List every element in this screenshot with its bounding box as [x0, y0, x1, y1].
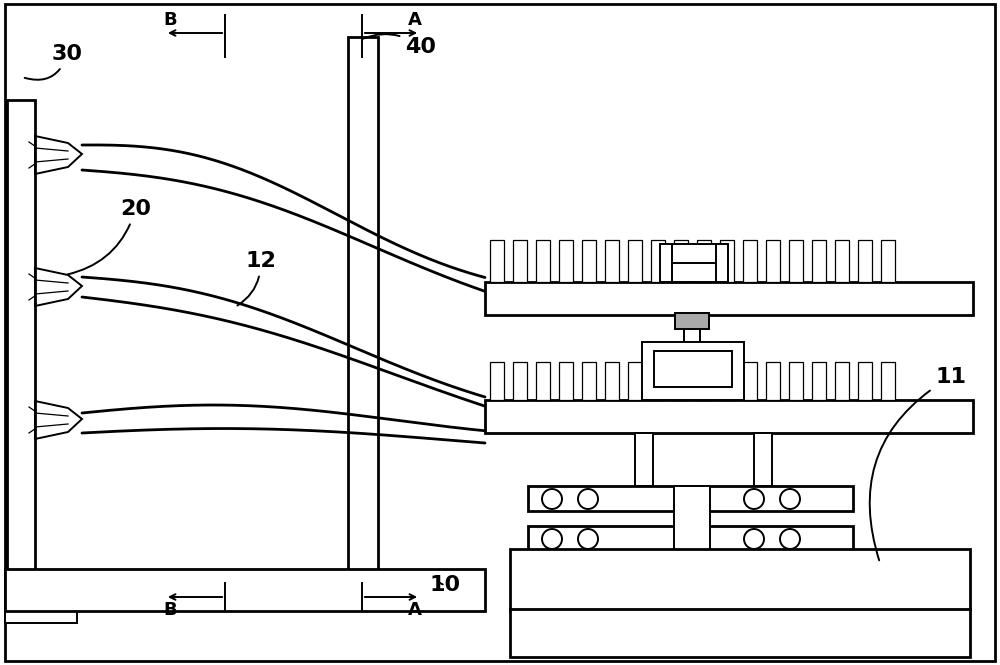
Bar	[605, 240, 619, 282]
Bar	[582, 362, 596, 400]
Circle shape	[780, 529, 800, 549]
Bar	[348, 37, 378, 572]
Bar	[635, 551, 653, 569]
Bar	[536, 362, 550, 400]
Bar	[528, 486, 853, 511]
Bar	[510, 549, 970, 611]
Bar	[812, 362, 826, 400]
Text: 10: 10	[430, 575, 461, 595]
Text: 11: 11	[870, 367, 966, 561]
Bar	[789, 240, 803, 282]
Text: 12: 12	[237, 251, 276, 305]
Bar	[766, 362, 780, 400]
Bar	[536, 240, 550, 282]
Bar	[490, 240, 504, 282]
Bar	[858, 362, 872, 400]
Bar	[651, 240, 665, 282]
Bar	[651, 362, 665, 400]
Bar	[485, 400, 973, 433]
Bar	[754, 433, 772, 486]
Bar	[684, 328, 700, 400]
Text: 20: 20	[68, 199, 151, 275]
Bar	[344, 589, 381, 611]
Circle shape	[780, 489, 800, 509]
Text: B: B	[163, 601, 177, 619]
Bar	[510, 609, 970, 657]
Circle shape	[542, 529, 562, 549]
Bar	[7, 100, 35, 572]
Bar	[835, 240, 849, 282]
Bar	[642, 342, 744, 400]
Bar	[754, 551, 772, 569]
Text: A: A	[408, 11, 422, 29]
Bar	[720, 362, 734, 400]
Text: A: A	[408, 601, 422, 619]
Bar	[881, 362, 895, 400]
Circle shape	[578, 489, 598, 509]
Bar	[743, 240, 757, 282]
Bar	[766, 240, 780, 282]
Circle shape	[578, 529, 598, 549]
Circle shape	[744, 489, 764, 509]
Text: 30: 30	[25, 44, 83, 80]
Bar	[513, 240, 527, 282]
Bar	[490, 362, 504, 400]
Bar	[697, 240, 711, 282]
Bar	[674, 362, 688, 400]
Bar	[697, 362, 711, 400]
Bar	[334, 571, 392, 589]
Bar	[674, 240, 688, 282]
Text: 40: 40	[363, 34, 436, 57]
Bar	[628, 362, 642, 400]
Circle shape	[744, 529, 764, 549]
Bar	[675, 313, 709, 329]
Bar	[628, 240, 642, 282]
Bar	[789, 362, 803, 400]
Bar	[5, 569, 485, 611]
Bar	[835, 362, 849, 400]
Bar	[660, 244, 728, 282]
Bar	[635, 433, 653, 486]
Bar	[720, 240, 734, 282]
Bar	[881, 240, 895, 282]
Bar	[559, 240, 573, 282]
Text: B: B	[163, 11, 177, 29]
Bar	[513, 362, 527, 400]
Bar	[528, 526, 853, 551]
Bar	[743, 362, 757, 400]
Bar	[858, 240, 872, 282]
Bar	[605, 362, 619, 400]
Bar	[812, 240, 826, 282]
Bar	[559, 362, 573, 400]
Bar	[5, 609, 77, 623]
Bar	[654, 351, 732, 387]
Bar	[485, 282, 973, 315]
Bar	[582, 240, 596, 282]
Bar	[674, 486, 710, 551]
Circle shape	[542, 489, 562, 509]
